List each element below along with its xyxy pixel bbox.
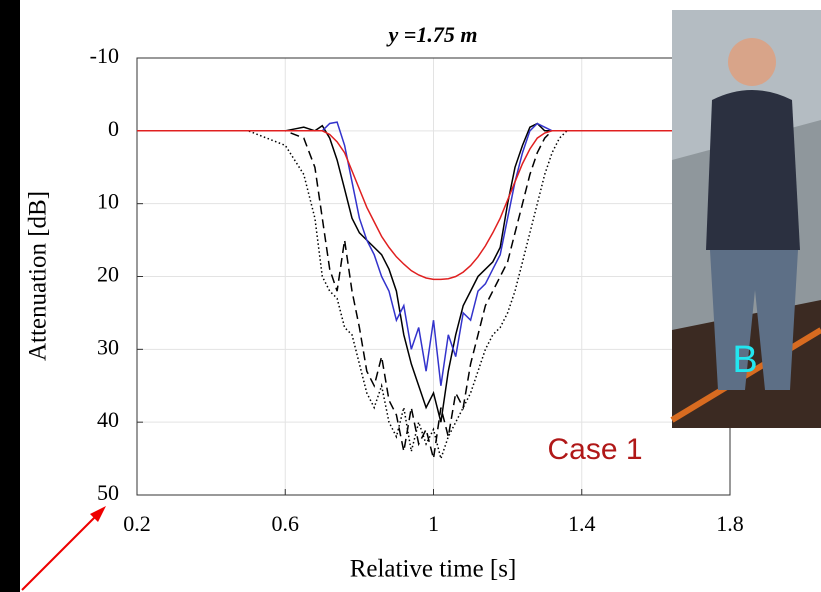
y-tick-label: 0 (108, 116, 119, 141)
y-tick-label: 40 (97, 407, 119, 432)
x-tick-label: 0.6 (272, 511, 300, 536)
annotation: B (732, 339, 757, 381)
plot: -10 0 10 20 30 40 500.2 0.6 1 1.4 1.8 (90, 43, 744, 536)
y-tick-label: 30 (97, 334, 119, 359)
arrow-head (90, 506, 106, 522)
y-axis-label: Attenuation [dB] (25, 191, 52, 361)
x-tick-label: 1.4 (568, 511, 596, 536)
shirt (706, 90, 800, 250)
black-strip (0, 0, 20, 592)
x-tick-label: 1.8 (716, 511, 744, 536)
annotation: Case 1 (547, 433, 642, 466)
y-tick-label: -10 (90, 43, 119, 68)
y-tick-label: 10 (97, 189, 119, 214)
arrow-shaft (21, 511, 101, 591)
x-axis-label: Relative time [s] (350, 556, 517, 583)
y-tick-label: 20 (97, 262, 119, 287)
series-line (137, 130, 730, 459)
series-line (137, 130, 730, 462)
x-tick-label: 1 (428, 511, 439, 536)
y-tick-label: 50 (97, 480, 119, 505)
series-line (137, 122, 730, 423)
chart-title: y =1.75 m (386, 22, 478, 47)
x-tick-label: 0.2 (123, 511, 151, 536)
photo: B (670, 10, 821, 428)
series-line (137, 130, 730, 281)
head (728, 38, 776, 86)
jeans (710, 250, 798, 390)
